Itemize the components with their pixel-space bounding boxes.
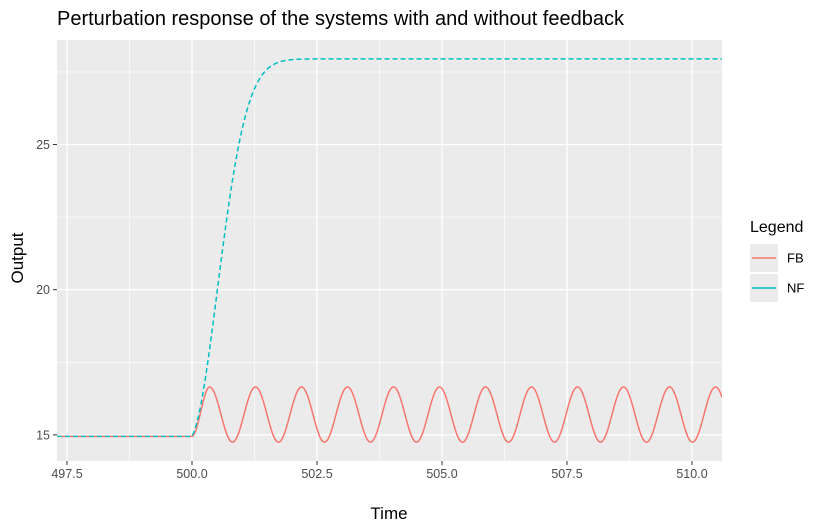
legend-label-nf: NF: [787, 281, 804, 296]
legend-title: Legend: [750, 219, 803, 236]
x-tick-label: 500.0: [176, 467, 207, 481]
y-tick-label: 20: [36, 283, 50, 297]
y-axis: 15 20 25: [36, 138, 57, 442]
x-tick-label: 507.5: [551, 467, 582, 481]
series-layer: [57, 58, 722, 443]
x-tick-label: 505.0: [426, 467, 457, 481]
plot-panel: [57, 40, 722, 461]
chart-title: Perturbation response of the systems wit…: [57, 8, 625, 30]
y-tick-label: 25: [36, 138, 50, 152]
grid-minor: [57, 40, 722, 461]
series-fb-line: [57, 386, 722, 443]
y-tick-label: 15: [36, 428, 50, 442]
x-tick-label: 510.0: [676, 467, 707, 481]
x-tick-label: 497.5: [51, 467, 82, 481]
x-axis-title: Time: [370, 504, 407, 523]
legend-label-fb: FB: [787, 251, 804, 266]
grid-major: [57, 40, 722, 461]
x-tick-label: 502.5: [301, 467, 332, 481]
y-axis-title: Output: [8, 232, 27, 283]
legend: Legend FB NF: [750, 219, 804, 302]
x-axis: 497.5 500.0 502.5 505.0 507.5 510.0: [51, 461, 708, 481]
series-nf-line: [57, 58, 722, 438]
